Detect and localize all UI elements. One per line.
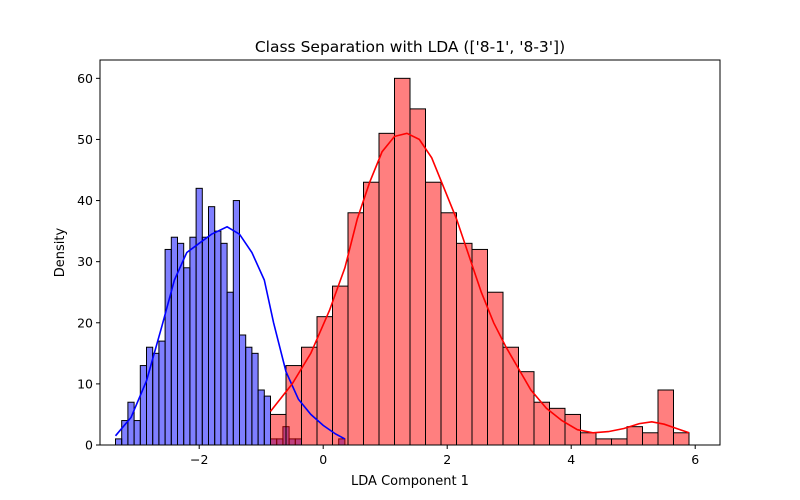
x-tick-label: 2 bbox=[443, 452, 451, 467]
axes-frame bbox=[99, 59, 721, 446]
y-axis: 0 10 20 30 40 50 60 bbox=[77, 71, 100, 453]
histogram-bar bbox=[208, 206, 216, 446]
histogram-bar bbox=[133, 420, 141, 446]
histogram-bar bbox=[214, 230, 222, 446]
histogram-bar bbox=[425, 181, 442, 446]
histogram-bar bbox=[270, 413, 287, 446]
histogram-bar bbox=[220, 242, 228, 446]
histogram-bar bbox=[195, 187, 203, 446]
histogram-bar bbox=[177, 242, 185, 446]
y-tick-label: 30 bbox=[77, 254, 93, 269]
kde-curve-2 bbox=[269, 132, 690, 434]
x-tick-label: −2 bbox=[190, 452, 208, 467]
y-tick-label: 40 bbox=[77, 193, 93, 208]
histogram-bar bbox=[232, 200, 241, 446]
histogram-bar bbox=[657, 389, 674, 446]
histogram-bar bbox=[164, 248, 172, 446]
x-axis: −2 0 2 4 6 bbox=[190, 445, 699, 467]
histogram-bar bbox=[189, 236, 197, 446]
histogram-bar bbox=[440, 212, 457, 446]
histogram-bar bbox=[115, 438, 123, 446]
histogram-bar bbox=[471, 248, 488, 446]
kde-curve-1 bbox=[114, 225, 346, 440]
histogram-bar bbox=[152, 352, 160, 446]
histogram-bar bbox=[409, 108, 426, 446]
x-tick-label: 0 bbox=[319, 452, 327, 467]
y-tick-label: 10 bbox=[77, 376, 93, 391]
y-tick-label: 60 bbox=[77, 71, 93, 86]
histogram-bar bbox=[549, 407, 566, 446]
x-axis-label: LDA Component 1 bbox=[351, 474, 469, 489]
histogram-bar bbox=[301, 346, 318, 446]
histogram-bar bbox=[456, 242, 473, 446]
histogram-bar bbox=[245, 346, 253, 446]
x-tick-label: 6 bbox=[691, 452, 699, 467]
y-tick-label: 0 bbox=[85, 438, 93, 453]
histogram-bar bbox=[226, 291, 234, 446]
histogram-bar bbox=[170, 236, 179, 446]
y-tick-label: 50 bbox=[77, 132, 93, 147]
histogram-bar bbox=[183, 267, 191, 446]
histogram-bar bbox=[378, 132, 395, 446]
histogram-bar bbox=[611, 438, 628, 446]
x-tick-label: 4 bbox=[567, 452, 575, 467]
histogram-bar bbox=[263, 395, 271, 446]
histogram-bar bbox=[127, 401, 135, 446]
histogram-bar bbox=[201, 236, 210, 446]
histogram-bar bbox=[502, 346, 519, 446]
chart-title: Class Separation with LDA (['8-1', '8-3'… bbox=[255, 38, 565, 56]
histogram-bar bbox=[251, 352, 259, 446]
series-2 bbox=[270, 77, 690, 446]
histogram-bar bbox=[158, 340, 166, 446]
histogram-bar bbox=[239, 334, 247, 446]
histogram-bar bbox=[257, 389, 265, 446]
histogram-bar bbox=[673, 432, 690, 446]
histogram-bar bbox=[642, 432, 659, 446]
histogram-bar bbox=[626, 426, 643, 446]
y-tick-label: 20 bbox=[77, 315, 93, 330]
histogram-bar bbox=[139, 365, 148, 446]
histogram-bar bbox=[595, 438, 612, 446]
histogram-bar bbox=[332, 285, 349, 446]
histogram-bar bbox=[580, 432, 597, 446]
y-axis-label: Density bbox=[53, 227, 68, 277]
histogram-bar bbox=[363, 181, 380, 446]
